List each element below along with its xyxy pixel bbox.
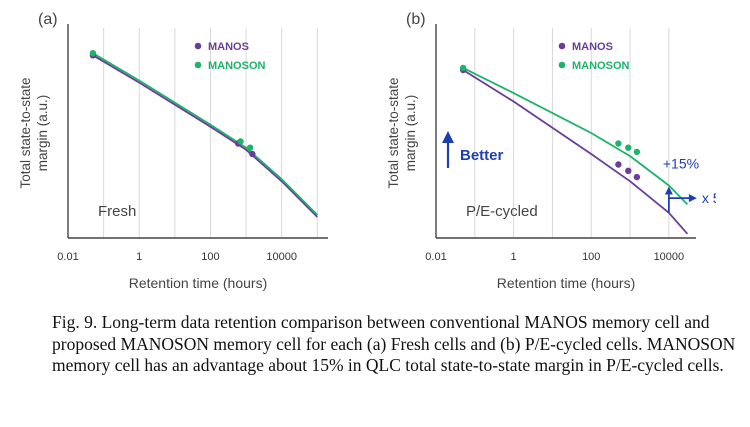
x-tick-label: 100 (582, 251, 600, 263)
y-axis-label: Total state-to-state (18, 77, 33, 188)
series-line-0 (462, 69, 689, 235)
chart-svg-a: 0.01 1 100 10000 Retention time (hours) Total… (18, 11, 328, 291)
legend-marker (558, 61, 566, 69)
x-tick-label: 0.01 (57, 251, 78, 263)
x-tick-label: 10000 (266, 251, 297, 263)
series-line-1 (92, 52, 318, 216)
panel-label: (a) (38, 11, 58, 28)
data-point-1 (625, 144, 632, 151)
x-tick-label: 1 (136, 251, 142, 263)
data-point-0 (615, 161, 622, 168)
panel-annotation: Fresh (98, 203, 136, 220)
legend-entry: MANOS (572, 41, 613, 53)
gain-label: +15% (663, 156, 699, 172)
data-point-1 (89, 50, 97, 57)
panel-annotation: P/E-cycled (466, 203, 538, 220)
data-point-1 (237, 138, 244, 145)
series-line-0 (92, 54, 318, 218)
data-point-0 (249, 150, 256, 158)
legend-entry: MANOS (208, 41, 249, 53)
x-axis-label: Retention time (hours) (129, 275, 268, 291)
data-point-0 (625, 167, 632, 174)
legend-entry: MANOSON (572, 60, 630, 72)
chart-panel-b: 0.01 1 100 10000 Retention time (hours) Total… (376, 0, 716, 300)
x-tick-label: 1 (511, 251, 517, 263)
x-tick-label: 10000 (654, 251, 685, 263)
time-arrow-head (688, 194, 697, 203)
legend-entry: MANOSON (208, 60, 266, 72)
data-point-1 (633, 148, 641, 156)
y-axis-label: Total state-to-state (386, 77, 401, 188)
panel-label: (b) (406, 11, 426, 28)
better-arrow-head (442, 131, 454, 143)
legend-marker (558, 42, 566, 50)
x-axis-label: Retention time (hours) (497, 275, 636, 291)
x-tick-label: 0.01 (425, 251, 446, 263)
y-axis-label: margin (a.u.) (403, 95, 418, 172)
data-point-1 (246, 144, 254, 151)
data-point-1 (615, 140, 622, 147)
legend-marker (194, 61, 202, 69)
chart-panel-a: 0.01 1 100 10000 Retention time (hours) Total… (8, 0, 348, 300)
x-tick-label: 100 (201, 251, 219, 263)
figure-caption: Fig. 9. Long-term data retention compari… (52, 312, 736, 375)
y-axis-label: margin (a.u.) (35, 95, 50, 172)
data-point-1 (459, 64, 467, 72)
legend-marker (194, 42, 202, 50)
time-label: x 5 (702, 190, 716, 206)
better-label: Better (460, 147, 504, 164)
chart-svg-b: 0.01 1 100 10000 Retention time (hours) Total… (386, 11, 716, 291)
series-line-1 (462, 67, 689, 206)
gain-arrow-head (664, 186, 673, 195)
data-point-0 (633, 173, 641, 181)
